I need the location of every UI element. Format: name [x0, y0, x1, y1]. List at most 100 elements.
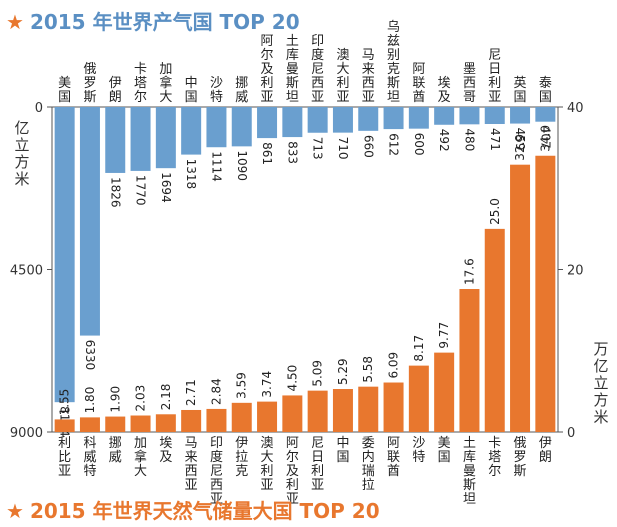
- reserve-category-label: 科威特: [83, 436, 96, 479]
- reserve-bar: [383, 382, 404, 432]
- production-value-label: 710: [336, 137, 350, 160]
- production-bar: [282, 107, 303, 138]
- right-axis-label: 万亿立方米: [593, 340, 608, 426]
- production-bar: [358, 107, 379, 131]
- production-bar: [79, 107, 100, 336]
- reserve-category-label: 伊拉克: [235, 436, 248, 479]
- reserve-category-label: 马来西亚: [185, 436, 198, 493]
- production-category-label: 英国: [514, 76, 527, 105]
- reserve-category-label: 阿尔及利亚: [286, 436, 299, 507]
- production-category-label: 加拿大: [159, 62, 172, 105]
- left-tick-label: 0: [35, 101, 43, 116]
- production-value-label: 407: [538, 126, 552, 149]
- production-bar: [257, 107, 278, 139]
- production-category-label: 挪威: [235, 76, 248, 105]
- reserve-bar: [257, 401, 278, 432]
- reserve-bar: [535, 155, 556, 432]
- reserve-category-label: 挪威: [109, 436, 122, 465]
- production-bar: [130, 107, 151, 171]
- production-value-label: 713: [311, 137, 325, 160]
- reserve-category-label: 伊朗: [539, 436, 552, 465]
- reserve-category-label: 美国: [438, 436, 451, 465]
- reserve-value-label: 25.0: [488, 198, 502, 225]
- reserve-value-label: 5.09: [311, 360, 325, 387]
- reserve-category-label: 尼日利亚: [311, 436, 324, 493]
- reserve-value-label: 2.84: [209, 378, 223, 405]
- reserve-value-label: 32.9: [513, 134, 527, 161]
- production-category-label: 土库曼斯坦: [286, 34, 299, 105]
- production-category-label: 阿尔及利亚: [261, 34, 274, 105]
- production-value-label: 833: [285, 141, 299, 164]
- production-bar: [206, 107, 227, 148]
- production-category-label: 墨西哥: [463, 62, 476, 105]
- right-tick-label: 20: [567, 264, 584, 279]
- production-value-label: 480: [462, 128, 476, 151]
- left-axis-label: 亿立方米: [14, 119, 29, 188]
- production-bar: [105, 107, 126, 173]
- production-value-label: 1090: [235, 150, 249, 181]
- reserve-value-label: 34.0: [538, 125, 552, 152]
- reserve-category-label: 俄罗斯: [514, 436, 527, 479]
- left-tick-label: 9000: [10, 426, 43, 441]
- reserve-bar: [358, 386, 379, 432]
- production-category-label: 乌兹别克斯坦: [387, 19, 400, 105]
- reserve-category-label: 印度尼西亚: [210, 436, 223, 507]
- reserve-bar: [459, 289, 480, 432]
- reserve-value-label: 4.50: [285, 365, 299, 392]
- reserve-bar: [181, 409, 202, 432]
- production-category-label: 埃及: [438, 76, 451, 105]
- production-category-label: 澳大利亚: [336, 47, 349, 105]
- reserve-category-label: 中国: [336, 436, 349, 465]
- production-value-label: 6330: [83, 340, 97, 371]
- production-bar: [332, 107, 353, 133]
- bottom-chart-title: ★ 2015 年世界天然气储量大国 TOP 20: [6, 499, 380, 523]
- production-category-label: 印度尼西亚: [311, 34, 324, 105]
- reserve-bar: [408, 365, 429, 432]
- production-bar: [231, 107, 252, 147]
- reserve-value-label: 5.29: [336, 358, 350, 385]
- production-category-label: 尼日利亚: [488, 48, 501, 105]
- star-icon: ★: [6, 499, 24, 523]
- production-value-label: 459: [513, 128, 527, 151]
- production-category-label: 中国: [185, 76, 198, 105]
- reserve-value-label: 6.09: [387, 352, 401, 379]
- reserve-value-label: 2.71: [184, 379, 198, 406]
- production-bar: [383, 107, 404, 130]
- left-tick-label: 4500: [10, 264, 43, 279]
- production-bar: [54, 107, 75, 403]
- reserve-value-label: 1.90: [108, 386, 122, 413]
- production-bar: [510, 107, 531, 124]
- reserve-bar: [155, 414, 176, 432]
- reserve-category-label: 利比亚: [58, 436, 71, 479]
- production-bar: [181, 107, 202, 155]
- reserve-category-label: 埃及: [159, 436, 172, 465]
- reserve-value-label: 3.59: [235, 372, 249, 399]
- production-category-label: 伊朗: [109, 76, 122, 105]
- reserve-bar: [130, 415, 151, 432]
- production-bar: [155, 107, 176, 169]
- reserve-category-label: 卡塔尔: [488, 436, 501, 479]
- production-value-label: 600: [412, 133, 426, 156]
- production-value-label: 1770: [134, 175, 148, 206]
- right-tick-label: 0: [567, 426, 575, 441]
- star-icon: ★: [6, 10, 24, 34]
- right-tick-label: 40: [567, 101, 584, 116]
- reserve-bar: [510, 164, 531, 432]
- production-category-label: 卡塔尔: [134, 62, 147, 105]
- production-value-label: 861: [260, 142, 274, 165]
- production-category-label: 俄罗斯: [83, 62, 96, 105]
- reserve-category-label: 澳大利亚: [261, 435, 274, 493]
- reserve-value-label: 3.74: [260, 371, 274, 398]
- production-value-label: 660: [361, 135, 375, 158]
- production-value-label: 1318: [184, 159, 198, 190]
- production-value-label: 492: [437, 129, 451, 152]
- reserve-bar: [307, 390, 328, 432]
- production-bar: [307, 107, 328, 133]
- reserve-bar: [332, 389, 353, 432]
- reserve-value-label: 8.17: [412, 335, 426, 362]
- production-bar: [434, 107, 455, 125]
- production-category-label: 马来西亚: [362, 48, 375, 105]
- reserve-category-label: 阿联酋: [387, 436, 400, 479]
- reserve-bar: [282, 395, 303, 432]
